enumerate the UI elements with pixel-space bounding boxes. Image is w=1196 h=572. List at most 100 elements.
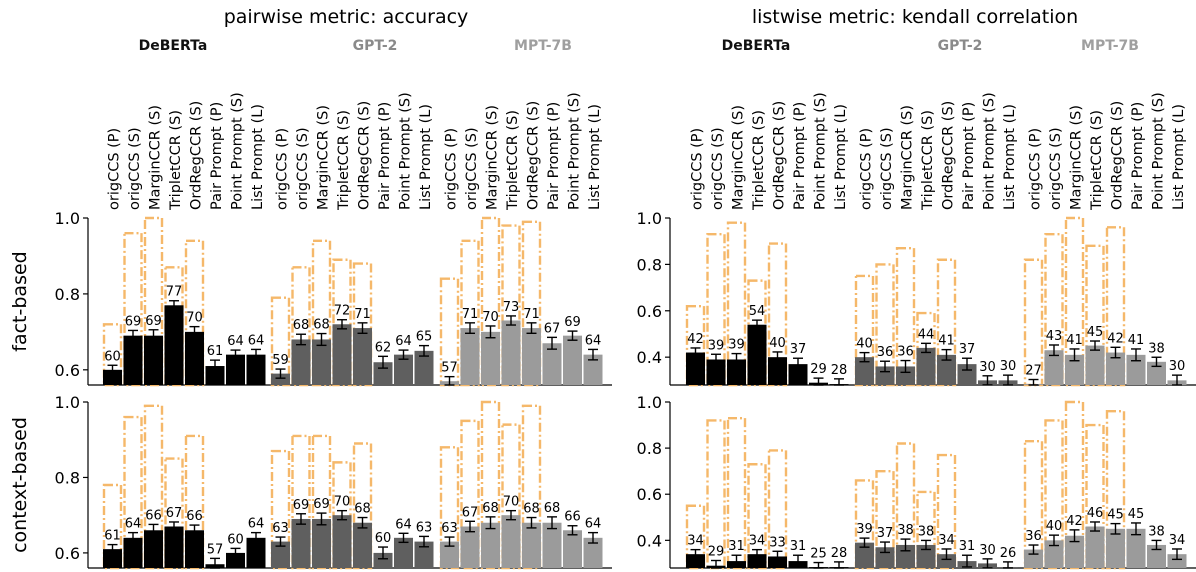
value-label: 71: [354, 307, 371, 322]
value-label: 64: [125, 517, 142, 532]
bar: [501, 320, 521, 385]
bar: [414, 541, 434, 568]
method-label: origCCS (P): [274, 128, 290, 210]
value-label: 77: [166, 285, 183, 300]
bar: [747, 554, 767, 568]
method-label: TripletCCR (S): [751, 110, 767, 211]
value-label: 30: [979, 360, 996, 375]
bar: [205, 366, 225, 385]
bar: [1126, 528, 1146, 568]
value-label: 38: [1148, 341, 1165, 356]
bar: [291, 339, 311, 385]
upper-bound-box: [854, 479, 875, 570]
value-label: 37: [877, 526, 894, 541]
value-label: 64: [227, 334, 244, 349]
bar: [896, 366, 915, 385]
bar: [686, 554, 705, 568]
method-label: origCCS (P): [106, 128, 122, 210]
method-label: List Prompt (L): [1002, 104, 1018, 210]
value-label: 67: [544, 321, 561, 336]
y-tick-label: 0.8: [55, 285, 80, 304]
bar: [522, 522, 541, 568]
y-tick-label: 0.6: [637, 302, 662, 321]
upper-bound-box: [270, 296, 291, 387]
value-label: 63: [272, 521, 289, 536]
value-label: 34: [1169, 533, 1186, 548]
value-label: 64: [585, 517, 602, 532]
method-label: TripletCCR (S): [920, 110, 936, 211]
y-tick-label: 1.0: [55, 393, 80, 412]
method-label: List Prompt (L): [250, 104, 266, 210]
bar: [747, 324, 767, 385]
value-label: 29: [708, 545, 725, 560]
bar: [353, 522, 372, 568]
bar: [501, 515, 521, 568]
bar: [855, 357, 874, 385]
bar: [460, 526, 480, 568]
value-label: 61: [207, 344, 224, 359]
value-label: 43: [1046, 329, 1063, 344]
value-label: 68: [482, 501, 499, 516]
model-label-gpt2-listwise: GPT-2: [937, 38, 983, 54]
model-label-mpt-pairwise: MPT-7B: [514, 38, 572, 54]
y-tick-label: 0.8: [55, 468, 80, 487]
method-label: origCCS (P): [689, 128, 705, 210]
value-label: 60: [227, 532, 244, 547]
method-label: OrdRegCCR (S): [525, 101, 541, 210]
method-label: Pair Prompt (P): [209, 102, 225, 210]
bar: [103, 369, 122, 385]
upper-bound-box: [332, 258, 352, 387]
value-label: 46: [1087, 506, 1104, 521]
upper-bound-box: [439, 446, 460, 570]
bar: [1147, 361, 1166, 385]
value-label: 59: [272, 353, 289, 368]
method-label: OrdRegCCR (S): [188, 101, 204, 210]
bar: [1147, 544, 1166, 568]
value-label: 42: [687, 332, 704, 347]
value-label: 69: [293, 498, 310, 513]
value-label: 45: [1087, 325, 1104, 340]
value-label: 64: [248, 517, 265, 532]
value-label: 31: [728, 539, 745, 554]
method-label: MarginCCR (S): [484, 105, 500, 210]
bar: [542, 343, 562, 385]
bar: [164, 526, 184, 568]
bar: [768, 357, 787, 385]
bar: [542, 522, 562, 568]
method-label: Point Prompt (S): [229, 92, 245, 210]
value-label: 36: [897, 345, 914, 360]
value-label: 26: [1000, 546, 1017, 561]
value-label: 25: [810, 547, 827, 562]
value-label: 69: [125, 314, 142, 329]
upper-bound-box: [164, 457, 184, 570]
bar: [583, 537, 603, 568]
bar: [394, 537, 413, 568]
value-label: 64: [395, 334, 412, 349]
bar: [246, 354, 266, 385]
method-label: Pair Prompt (P): [546, 102, 562, 210]
y-tick-label: 0.8: [637, 439, 662, 458]
bar: [481, 331, 500, 385]
model-label-deberta-listwise: DeBERTa: [721, 38, 791, 54]
upper-bound-box: [916, 490, 936, 570]
value-label: 64: [395, 517, 412, 532]
upper-bound-box: [875, 263, 895, 387]
bar: [563, 530, 582, 568]
bar: [1167, 554, 1187, 568]
method-label: List Prompt (L): [418, 104, 434, 210]
bar: [916, 544, 936, 568]
value-label: 39: [708, 338, 725, 353]
bar: [686, 352, 705, 385]
bar: [414, 350, 434, 385]
value-label: 37: [959, 342, 976, 357]
method-label: OrdRegCCR (S): [771, 101, 787, 210]
method-label: Pair Prompt (P): [377, 102, 393, 210]
value-label: 64: [585, 333, 602, 348]
upper-bound-box: [311, 239, 332, 387]
value-label: 72: [334, 304, 351, 319]
bar: [271, 541, 290, 568]
y-tick-label: 0.8: [637, 255, 662, 274]
method-label: Point Prompt (S): [566, 92, 582, 210]
method-label: origCCS (S): [295, 127, 311, 210]
